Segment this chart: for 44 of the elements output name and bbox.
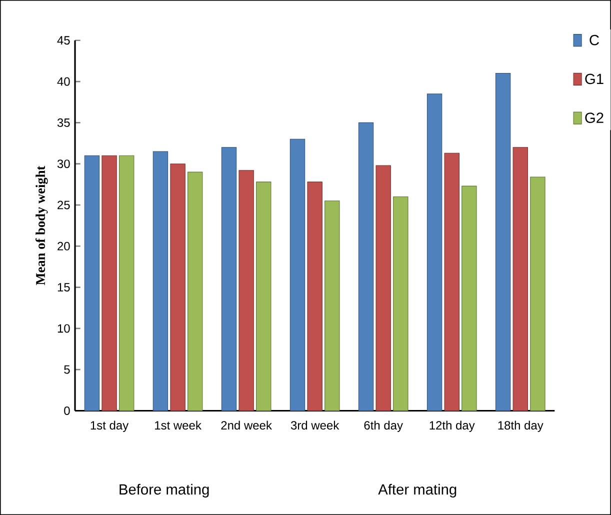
y-tick-label: 0 [64, 406, 70, 415]
legend-label: G2 [585, 112, 604, 123]
legend-label: C [590, 34, 599, 46]
bar [426, 94, 442, 411]
bar [444, 152, 460, 411]
y-tick-label: 10 [58, 324, 70, 333]
y-tick-label: 40 [57, 77, 70, 86]
text: After mating [378, 484, 456, 498]
y-tick-label: 5 [64, 365, 70, 374]
y-axis-title: Mean of body weight [36, 166, 48, 286]
bar [530, 176, 546, 411]
y-tick-label: 15 [58, 283, 70, 292]
bar [221, 147, 237, 411]
bar [238, 170, 254, 411]
bar [462, 186, 477, 411]
bar [495, 72, 511, 411]
x-tick-label: 1st week [155, 420, 202, 430]
x-tick-label: 6th day [364, 420, 403, 432]
y-tick-label: 30 [57, 160, 70, 168]
y-tick-label: 25 [58, 200, 70, 210]
y-tick-label: 45 [57, 36, 70, 45]
bar [102, 155, 117, 411]
x-tick-label: 18th day [498, 420, 544, 432]
x-tick-label: 3rd week [290, 420, 340, 430]
y-tick-label: 20 [58, 242, 70, 250]
bar [324, 200, 340, 411]
x-tick-label: 2nd week [221, 420, 272, 430]
bar [358, 122, 374, 411]
y-tick-label: 35 [57, 118, 70, 127]
bar [512, 147, 528, 411]
bar [188, 172, 203, 411]
legend-label: G1 [585, 74, 604, 84]
bar [152, 151, 168, 411]
bar [307, 182, 322, 411]
bar [84, 155, 100, 411]
x-tick-label: 1st day [90, 420, 129, 432]
bar [256, 182, 272, 411]
bar [290, 138, 306, 411]
bar [118, 155, 134, 411]
bar [170, 164, 186, 411]
text: Before mating [120, 484, 209, 498]
bar [376, 165, 391, 411]
bar [393, 196, 408, 411]
x-tick-label: 12th day [430, 420, 475, 432]
